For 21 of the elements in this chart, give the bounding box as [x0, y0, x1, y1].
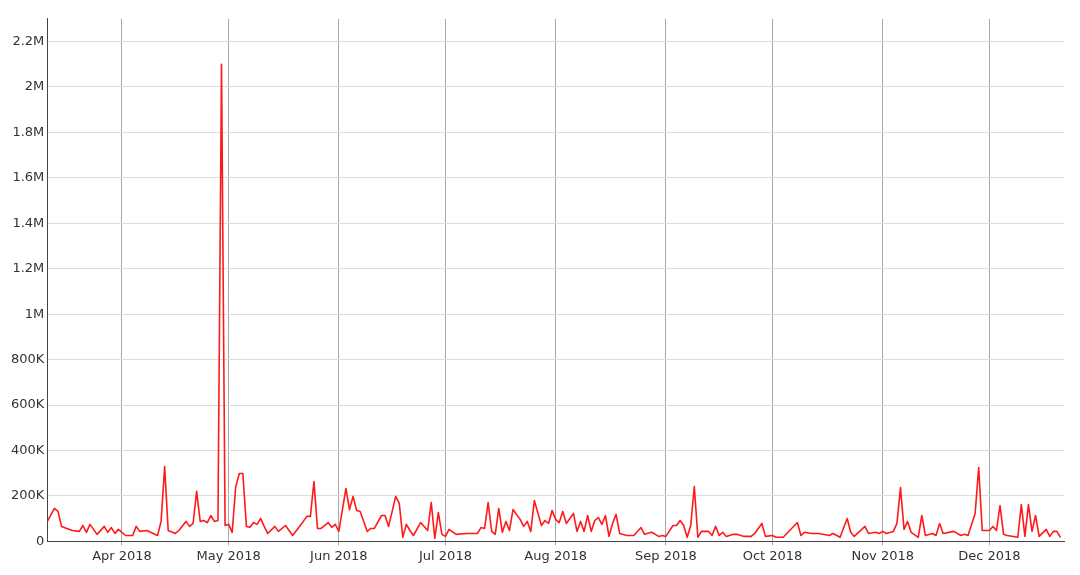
x-tick-label: Dec 2018 [958, 547, 1021, 563]
x-tick-label: Oct 2018 [742, 547, 803, 563]
y-tick-label: 1.8M [12, 123, 45, 139]
y-tick-label: 200K [10, 487, 45, 503]
x-tick-label: Apr 2018 [92, 547, 152, 563]
y-tick-label: 2M [24, 78, 45, 94]
x-tick-label: May 2018 [196, 547, 261, 563]
y-tick-label: 400K [10, 441, 45, 457]
y-tick-label: 1.6M [12, 169, 45, 185]
y-tick-label: 1M [24, 305, 45, 321]
y-tick-label: 0 [36, 532, 45, 548]
y-tick-label: 1.2M [12, 260, 45, 276]
y-tick-label: 800K [10, 351, 45, 366]
y-tick-label: 600K [10, 396, 45, 412]
x-tick-label: Aug 2018 [524, 547, 587, 563]
x-tick-label: Jul 2018 [418, 547, 472, 563]
y-tick-label: 1.4M [12, 214, 45, 230]
x-tick-label: Jun 2018 [309, 547, 368, 563]
y-tick-label: 2.2M [12, 32, 45, 48]
x-tick-label: Nov 2018 [851, 547, 914, 563]
x-tick-label: Sep 2018 [635, 547, 697, 563]
